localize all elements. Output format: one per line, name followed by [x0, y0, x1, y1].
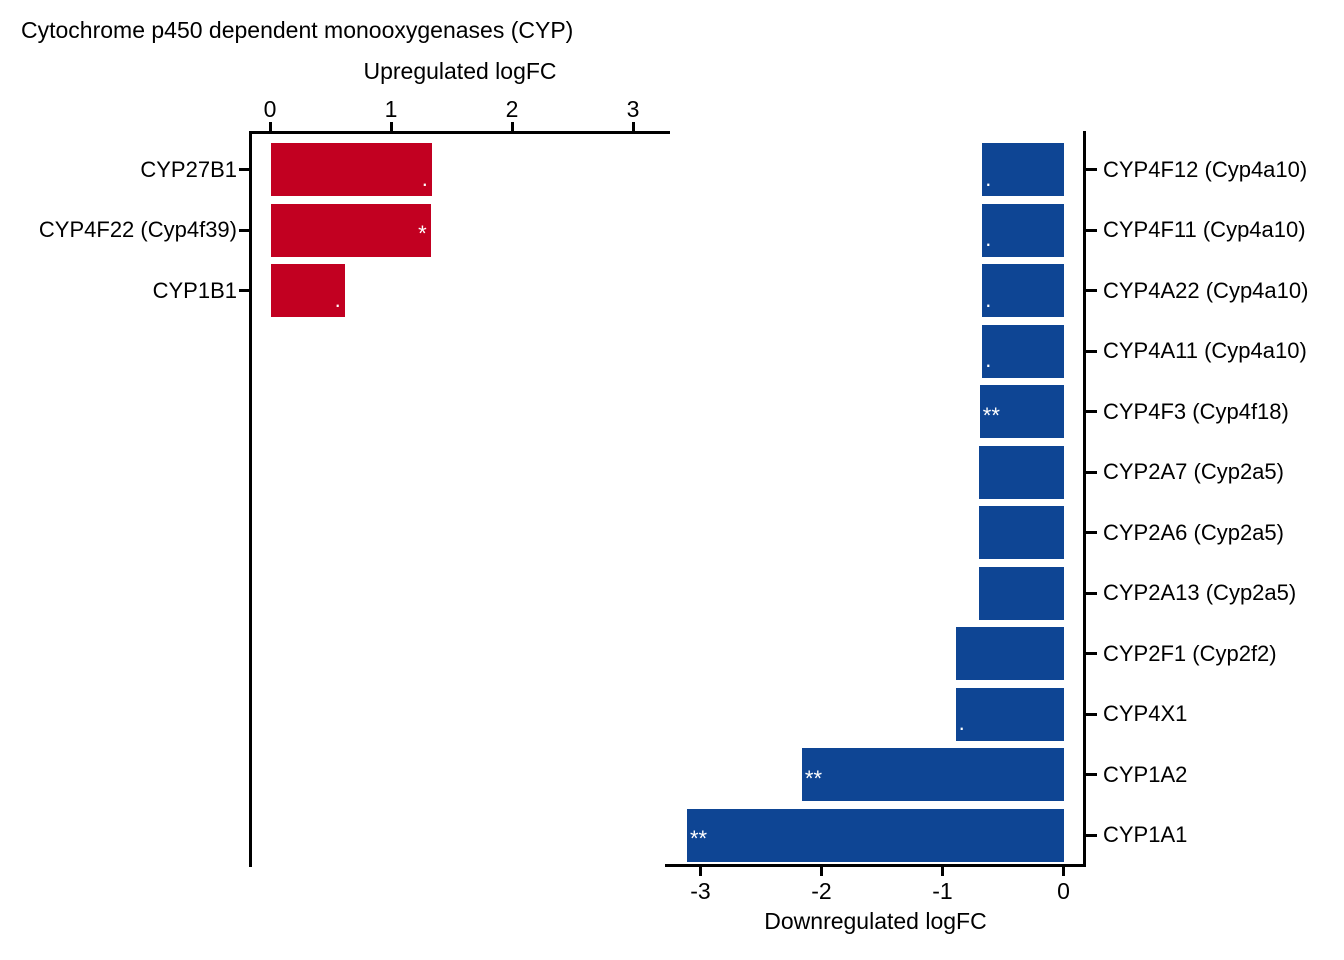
significance-marker: * [418, 221, 427, 246]
significance-marker: . [958, 710, 965, 735]
down-axis-tick-mark [941, 867, 944, 876]
bar-label: CYP2A6 (Cyp2a5) [1103, 519, 1284, 545]
bar-label: CYP4A22 (Cyp4a10) [1103, 277, 1309, 303]
down-category-tick-mark [1086, 410, 1097, 413]
up-axis-tick-mark [510, 122, 514, 131]
down-category-tick-mark [1086, 289, 1097, 292]
bar-cyp2f1 [955, 627, 1065, 680]
bar-cyp1a1 [686, 808, 1065, 862]
bar-label: CYP4F3 (Cyp4f18) [1103, 398, 1289, 424]
bar-cyp1b1 [271, 264, 345, 317]
bar-label: CYP1A1 [1103, 822, 1188, 847]
down-axis-tick-mark [820, 867, 823, 876]
up-axis-tick-mark [389, 122, 393, 131]
significance-marker: . [421, 165, 428, 191]
bar-cyp4a22 [982, 264, 1065, 317]
down-axis-tick-mark [1062, 867, 1065, 876]
bar-label: CYP4F22 (Cyp4f39) [38, 217, 237, 242]
down-category-tick-mark [1086, 228, 1097, 232]
significance-marker: . [985, 226, 992, 251]
down-axis-title: Downregulated logFC [764, 908, 987, 934]
up-axis-tick-label: 1 [384, 96, 398, 122]
bar-cyp4f22 [271, 203, 431, 257]
significance-marker: . [985, 286, 992, 312]
bar-cyp4f12 [982, 143, 1065, 196]
bar-label: CYP2A13 (Cyp2a5) [1103, 580, 1297, 605]
down-panel-spine [1083, 131, 1086, 867]
down-axis-tick-label: -2 [811, 878, 832, 904]
bar-label: CYP1B1 [152, 277, 237, 303]
down-axis-line [665, 864, 1086, 867]
down-axis-tick-label: -1 [932, 878, 953, 904]
down-category-tick-mark [1086, 349, 1097, 353]
down-category-tick-mark [1086, 591, 1097, 595]
bar-cyp1a2 [801, 748, 1065, 801]
significance-marker: . [334, 286, 341, 312]
bar-cyp27b1 [271, 143, 432, 196]
significance-marker: ** [804, 765, 823, 791]
bar-cyp4f3 [979, 385, 1065, 438]
up-axis-tick-mark [268, 122, 272, 131]
bar-cyp2a7 [978, 445, 1065, 499]
bar-label: CYP4A11 (Cyp4a10) [1103, 338, 1307, 363]
down-category-tick-mark [1086, 833, 1097, 837]
bar-label: CYP4F12 (Cyp4a10) [1103, 156, 1308, 182]
chart-title: Cytochrome p450 dependent monooxygenases… [21, 17, 574, 43]
bar-label: CYP27B1 [140, 156, 237, 182]
significance-marker: . [985, 165, 992, 191]
down-category-tick-mark [1086, 168, 1097, 171]
bar-cyp4x1 [955, 687, 1065, 741]
significance-marker: ** [689, 826, 708, 851]
up-panel-spine [249, 131, 252, 867]
up-axis-title: Upregulated logFC [363, 58, 557, 84]
bar-cyp2a6 [978, 506, 1065, 559]
down-category-tick-mark [1086, 531, 1097, 534]
down-category-tick-mark [1086, 712, 1097, 716]
significance-marker: . [985, 347, 992, 372]
down-category-tick-mark [1086, 470, 1097, 474]
up-category-tick-mark [239, 228, 250, 232]
down-category-tick-mark [1086, 652, 1097, 655]
up-axis-tick-label: 2 [505, 96, 519, 122]
down-axis-tick-label: -3 [690, 878, 711, 904]
down-category-tick-mark [1086, 773, 1097, 776]
up-axis-tick-label: 3 [626, 96, 640, 122]
bar-label: CYP2F1 (Cyp2f2) [1103, 640, 1277, 666]
bar-cyp4f11 [982, 203, 1065, 257]
down-axis-tick-label: 0 [1057, 878, 1070, 904]
bar-label: CYP1A2 [1103, 761, 1188, 787]
bar-label: CYP4F11 (Cyp4a10) [1103, 217, 1306, 242]
up-category-tick-mark [239, 289, 250, 292]
bar-label: CYP4X1 [1103, 701, 1188, 726]
up-category-tick-mark [239, 168, 250, 171]
up-axis-tick-mark [631, 122, 635, 131]
up-axis-line [250, 131, 670, 134]
bar-label: CYP2A7 (Cyp2a5) [1103, 459, 1284, 484]
down-axis-tick-mark [699, 867, 702, 876]
significance-marker: ** [982, 402, 1000, 428]
bar-cyp4a11 [982, 324, 1065, 378]
up-axis-tick-label: 0 [263, 96, 277, 122]
bar-cyp2a13 [978, 566, 1065, 620]
